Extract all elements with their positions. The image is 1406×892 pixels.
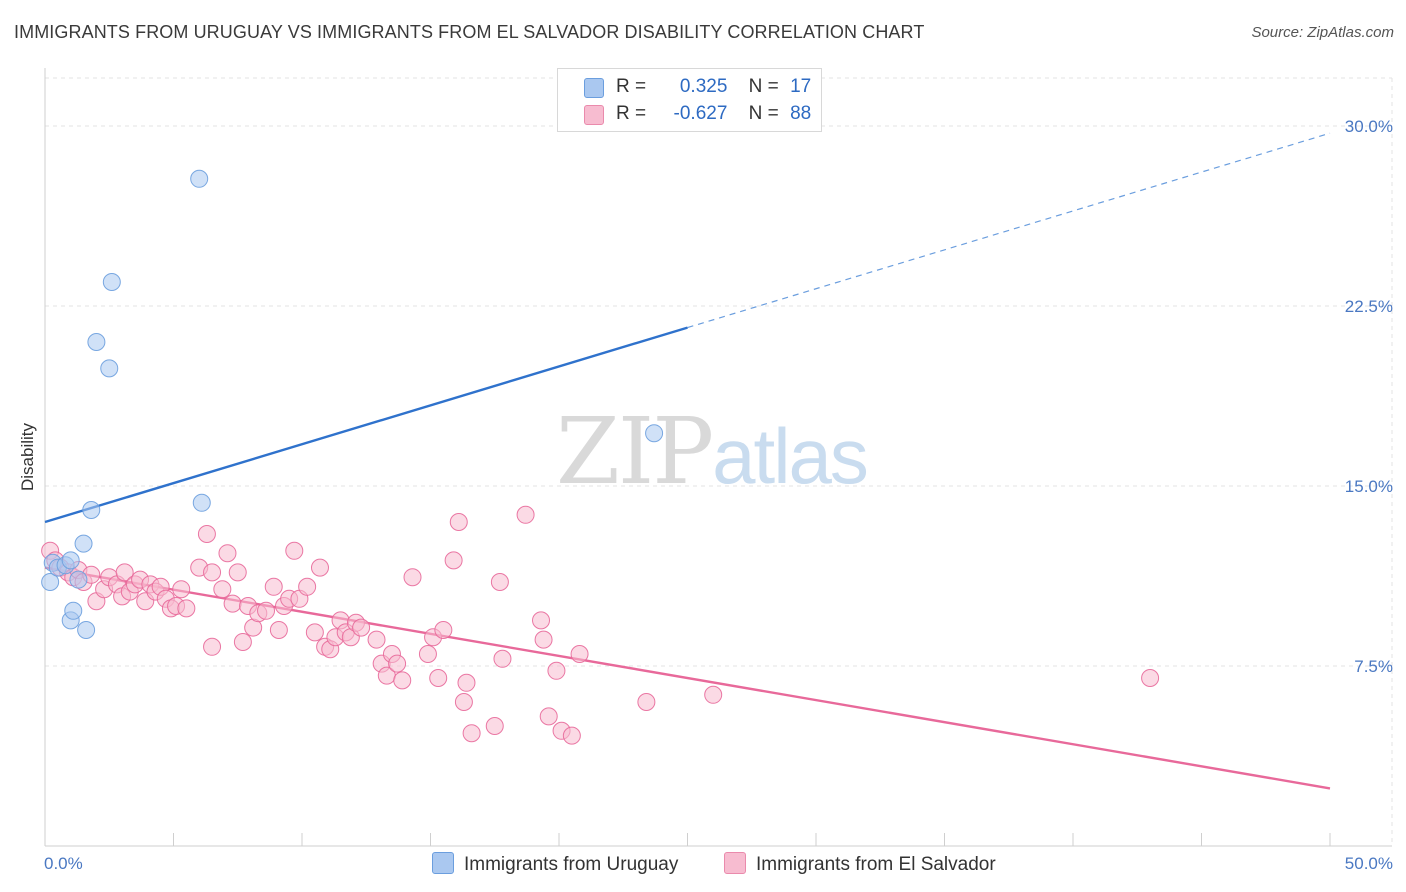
- data-points: [41, 169, 1160, 745]
- legend-swatch-el-salvador: [724, 852, 746, 874]
- data-point-uruguay: [69, 570, 88, 589]
- data-point-el-salvador: [454, 693, 473, 711]
- data-point-el-salvador: [534, 630, 553, 649]
- r-label: R =: [616, 76, 647, 97]
- chart-title: IMMIGRANTS FROM URUGUAY VS IMMIGRANTS FR…: [14, 22, 925, 42]
- data-point-el-salvador: [532, 611, 551, 630]
- x-tick-label: 0.0%: [44, 854, 83, 873]
- trend-line-uruguay: [44, 326, 688, 524]
- n-value: 88: [790, 103, 812, 124]
- legend-swatch-uruguay: [584, 78, 604, 98]
- data-point-uruguay: [100, 359, 119, 378]
- data-point-el-salvador: [310, 558, 329, 577]
- data-point-uruguay: [87, 333, 106, 351]
- data-point-el-salvador: [285, 541, 304, 560]
- r-value: -0.627: [673, 103, 728, 124]
- data-point-el-salvador: [490, 573, 509, 591]
- data-point-el-salvador: [388, 654, 407, 673]
- data-point-uruguay: [645, 424, 664, 443]
- watermark: ZIPatlas: [556, 398, 869, 505]
- data-point-el-salvador: [1141, 669, 1160, 687]
- bottom-legend-uruguay: Immigrants from Uruguay: [432, 852, 678, 876]
- data-point-el-salvador: [264, 577, 283, 596]
- watermark-zip: ZIP: [556, 398, 714, 505]
- axes: [44, 68, 1392, 847]
- y-tick-label: 15.0%: [1345, 477, 1393, 496]
- data-point-el-salvador: [228, 563, 247, 582]
- data-point-el-salvador: [223, 594, 242, 613]
- data-point-el-salvador: [637, 693, 656, 711]
- data-point-el-salvador: [172, 580, 191, 599]
- data-point-uruguay: [64, 601, 83, 620]
- legend-label-uruguay: Immigrants from Uruguay: [464, 854, 679, 875]
- correlation-legend: R = 0.325 N = 17 R = -0.627 N = 88: [557, 68, 822, 132]
- data-point-el-salvador: [462, 724, 481, 743]
- r-value: 0.325: [679, 76, 728, 97]
- data-point-el-salvador: [393, 671, 412, 690]
- data-point-uruguay: [41, 573, 60, 591]
- data-point-el-salvador: [485, 717, 504, 735]
- data-point-el-salvador: [367, 630, 386, 649]
- legend-label-el-salvador: Immigrants from El Salvador: [756, 854, 996, 875]
- y-tick-label: 22.5%: [1345, 297, 1393, 316]
- data-point-el-salvador: [197, 525, 216, 543]
- data-point-uruguay: [61, 551, 80, 570]
- trend-lines: [44, 132, 1331, 790]
- bottom-legend-el-salvador: Immigrants from El Salvador: [724, 852, 996, 876]
- n-label: N =: [748, 103, 779, 124]
- data-point-uruguay: [190, 169, 209, 188]
- data-point-uruguay: [74, 534, 93, 553]
- data-point-el-salvador: [218, 544, 237, 563]
- data-point-el-salvador: [449, 513, 468, 531]
- data-point-el-salvador: [493, 649, 512, 668]
- data-point-el-salvador: [547, 661, 566, 680]
- r-label: R =: [616, 103, 647, 124]
- data-point-el-salvador: [516, 505, 535, 524]
- data-point-el-salvador: [444, 551, 463, 570]
- data-point-el-salvador: [457, 673, 476, 692]
- data-point-el-salvador: [352, 618, 371, 637]
- legend-swatch-uruguay: [432, 852, 454, 874]
- tick-labels: 7.5% 15.0% 22.5% 30.0% 0.0% 50.0%: [44, 117, 1393, 873]
- x-tick-label: 50.0%: [1345, 854, 1393, 873]
- data-point-uruguay: [77, 621, 96, 639]
- data-point-uruguay: [192, 493, 211, 512]
- data-point-el-salvador: [298, 577, 317, 596]
- data-point-el-salvador: [233, 633, 252, 651]
- data-point-el-salvador: [115, 563, 134, 582]
- n-label: N =: [748, 76, 779, 97]
- data-point-el-salvador: [213, 580, 232, 599]
- trend-line-uruguay-extrapolated: [687, 132, 1331, 329]
- legend-text-uruguay: R = 0.325 N = 17: [616, 76, 811, 98]
- y-axis-title: Disability: [18, 422, 37, 491]
- data-point-el-salvador: [257, 601, 276, 620]
- data-point-el-salvador: [429, 669, 448, 687]
- data-point-el-salvador: [434, 621, 453, 639]
- data-point-el-salvador: [562, 726, 581, 745]
- data-point-el-salvador: [570, 645, 589, 663]
- data-point-el-salvador: [418, 645, 437, 663]
- legend-text-el-salvador: R = -0.627 N = 88: [616, 103, 811, 125]
- y-tick-label: 30.0%: [1345, 117, 1393, 136]
- data-point-el-salvador: [704, 685, 723, 704]
- watermark-atlas: atlas: [712, 412, 869, 500]
- data-point-el-salvador: [177, 599, 196, 618]
- legend-swatch-el-salvador: [584, 105, 604, 125]
- data-point-el-salvador: [305, 623, 324, 642]
- source-note: Source: ZipAtlas.com: [1251, 24, 1394, 41]
- data-point-el-salvador: [539, 707, 558, 726]
- data-point-el-salvador: [203, 637, 222, 656]
- data-point-el-salvador: [203, 563, 222, 582]
- data-point-uruguay: [102, 273, 121, 291]
- n-value: 17: [790, 76, 812, 97]
- y-tick-label: 7.5%: [1354, 657, 1393, 676]
- data-point-el-salvador: [403, 568, 422, 587]
- data-point-el-salvador: [269, 621, 288, 639]
- data-point-uruguay: [82, 501, 101, 519]
